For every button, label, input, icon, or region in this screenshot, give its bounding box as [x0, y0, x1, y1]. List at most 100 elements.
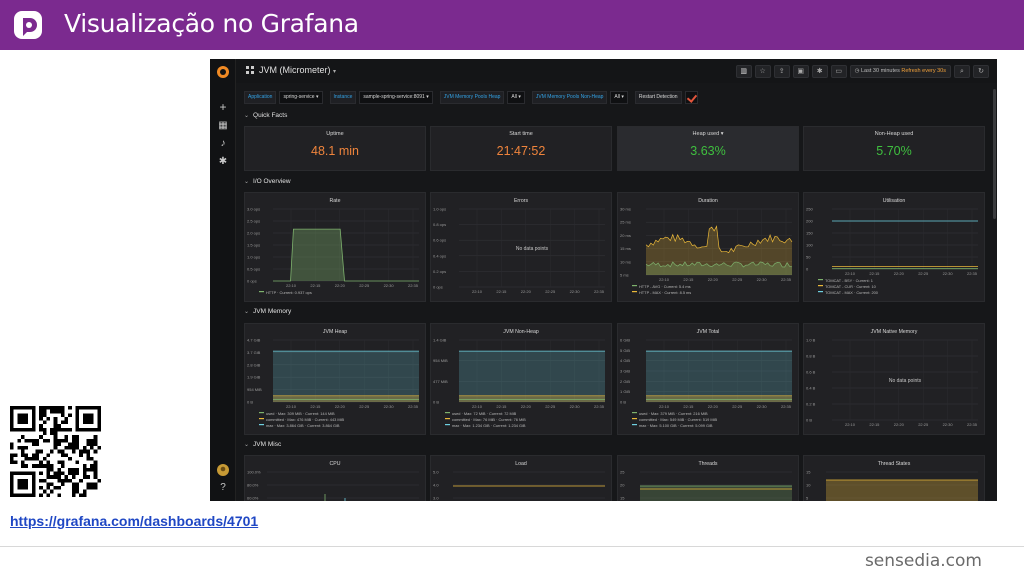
stat-panel-uptime[interactable]: Uptime 48.1 min — [244, 126, 426, 171]
qr-code-image — [10, 406, 101, 497]
qr-module — [53, 409, 58, 414]
slide-title: Visualização no Grafana — [64, 9, 359, 38]
graph-panel-jvm-heap[interactable]: JVM Heap 4.7 GiB 3.7 GiB 2.8 GiB 1.9 GiB 954 … — [244, 323, 426, 435]
var-label-instance: Instance — [329, 90, 357, 104]
legend-entry: TOMCAT - BSY · Current: 1 — [825, 278, 873, 283]
qr-module — [57, 449, 61, 454]
qr-module — [71, 475, 76, 479]
help-icon[interactable]: ? — [220, 482, 226, 493]
bell-icon[interactable]: ♪ — [220, 138, 226, 149]
legend-entry: HTTP - MAX · Current: 8.5 ms — [639, 290, 691, 295]
legend-swatch — [445, 412, 450, 414]
panel-title: JVM Total — [697, 329, 720, 335]
qr-module — [75, 442, 80, 447]
stat-panel-non-heap-used[interactable]: Non-Heap used 5.70% — [803, 126, 985, 171]
row-jvm-misc[interactable]: ⌄ JVM Misc — [244, 441, 281, 448]
y-tick-label: 0.8 B — [806, 354, 816, 359]
y-tick-label: 0.4 ops — [433, 253, 446, 258]
y-tick-label: 30 ms — [620, 207, 631, 212]
dashboard-scrollbar[interactable] — [993, 89, 996, 219]
var-select-nonheap-pools[interactable]: All ▾ — [610, 90, 628, 104]
y-tick-label: 1.5 ops — [247, 243, 260, 248]
qr-module — [46, 493, 51, 497]
x-tick-label: 22:10 — [286, 404, 297, 409]
y-tick-label: 100 — [806, 243, 813, 248]
qr-module — [35, 449, 40, 454]
qr-module — [60, 453, 65, 457]
zoom-out-button[interactable]: ⌕ — [954, 64, 970, 78]
dashboard-link[interactable]: https://grafana.com/dashboards/4701 — [10, 513, 259, 529]
qr-module — [60, 438, 65, 443]
qr-module — [53, 431, 58, 436]
x-tick-label: 22:20 — [521, 404, 532, 409]
stat-panel-heap-used[interactable]: Heap used ▾ 3.63% — [617, 126, 799, 171]
dashboards-icon[interactable]: ▦ — [218, 120, 228, 131]
tv-mode-button[interactable]: ▭ — [830, 64, 847, 78]
y-tick-label: 25 ms — [620, 220, 631, 225]
qr-finder-core — [17, 413, 29, 425]
qr-module — [42, 427, 47, 432]
qr-module — [57, 467, 61, 472]
graph-panel-jvm-total[interactable]: JVM Total 6 GiB 5 GiB 4 GiB 3 GiB 2 GiB 1 GiB 0… — [617, 323, 799, 435]
save-button[interactable]: ▣ — [792, 64, 809, 78]
qr-module — [31, 456, 36, 461]
dashboard-picker[interactable]: JVM (Micrometer) ▾ — [246, 65, 336, 75]
time-picker[interactable]: ◷ Last 30 minutes Refresh every 30s — [849, 64, 951, 78]
plus-icon[interactable]: + — [219, 100, 227, 114]
grid-icon — [246, 66, 254, 74]
qr-module — [64, 435, 69, 439]
y-tick-label: 477 MiB — [433, 379, 448, 384]
graph-panel-jvm-native[interactable]: JVM Native Memory 1.0 B 0.8 B 0.6 B 0.4 B 0.2… — [803, 323, 985, 435]
qr-module — [39, 460, 43, 465]
y-tick-label: 15 — [620, 496, 625, 501]
x-tick-label: 22:20 — [894, 422, 905, 427]
user-avatar[interactable] — [217, 464, 229, 476]
restart-detection-checkbox[interactable] — [684, 90, 698, 104]
refresh-button[interactable]: ↻ — [973, 64, 989, 78]
graph-panel-duration[interactable]: Duration 30 ms 25 ms 20 ms 15 ms 10 ms 5 ms 22:… — [617, 192, 799, 302]
graph-panel-threads[interactable]: Threads 25 20 15 — [617, 455, 799, 501]
legend-entry: used · Max: 379 MiB · Current: 216 MiB — [639, 411, 708, 416]
x-tick-label: 22:25 — [732, 277, 743, 282]
legend-swatch — [259, 424, 264, 426]
var-select-heap-pools[interactable]: All ▾ — [507, 90, 525, 104]
qr-module — [53, 471, 58, 476]
qr-module — [64, 416, 69, 421]
graph-panel-cpu[interactable]: CPU 100.0% 80.0% 60.0% — [244, 455, 426, 501]
qr-module — [17, 438, 21, 443]
qr-module — [28, 438, 32, 443]
var-select-instance[interactable]: sample-spring-service:8091 ▾ — [359, 90, 433, 104]
qr-module — [20, 446, 25, 450]
add-panel-button[interactable]: ▥ — [735, 64, 752, 78]
grafana-logo-icon[interactable] — [216, 65, 230, 79]
x-tick-label: 22:30 — [757, 277, 768, 282]
row-quick-facts[interactable]: ⌄ Quick Facts — [244, 112, 287, 119]
qr-module — [75, 486, 80, 490]
graph-panel-load[interactable]: Load 5.0 4.0 3.0 — [430, 455, 612, 501]
graph-panel-utilisation[interactable]: Utilisation 250 200 150 100 50 0 22:10 22:15 22:2… — [803, 192, 985, 302]
qr-module — [35, 464, 40, 468]
y-tick-label: 0 B — [620, 400, 626, 405]
qr-module — [57, 475, 61, 479]
row-io-overview[interactable]: ⌄ I/O Overview — [244, 178, 291, 185]
qr-module — [71, 471, 76, 476]
var-label-heap-pools: JVM Memory Pools Heap — [439, 90, 505, 104]
qr-module — [35, 456, 40, 461]
stat-panel-start-time[interactable]: Start time 21:47:52 — [430, 126, 612, 171]
y-tick-label: 10 ms — [620, 259, 631, 264]
graph-panel-jvm-nonheap[interactable]: JVM Non-Heap 1.4 GiB 954 MiB 477 MiB 0 B 22:1… — [430, 323, 612, 435]
row-jvm-memory[interactable]: ⌄ JVM Memory — [244, 308, 291, 315]
graph-panel-rate[interactable]: Rate 3.0 ops 2.5 ops 2.0 ops 1.5 ops 1.0 ops 0… — [244, 192, 426, 302]
var-label-nonheap-pools: JVM Memory Pools Non-Heap — [531, 90, 608, 104]
grafana-dashboard-screenshot: + ▦ ♪ ✱ ? JVM (Micrometer) ▾ ▥ ☆ ⇪ ▣ ✱ ▭… — [210, 59, 997, 501]
settings-button[interactable]: ✱ — [811, 64, 828, 78]
qr-module — [57, 471, 61, 476]
star-button[interactable]: ☆ — [754, 64, 771, 78]
graph-panel-thread-states[interactable]: Thread States 15 10 5 — [803, 455, 985, 501]
series-area — [273, 229, 419, 281]
gear-icon[interactable]: ✱ — [218, 156, 228, 167]
var-select-application[interactable]: spring-service ▾ — [279, 90, 323, 104]
graph-panel-errors[interactable]: Errors 1.0 ops 0.8 ops 0.6 ops 0.4 ops 0.2 op… — [430, 192, 612, 302]
share-button[interactable]: ⇪ — [773, 64, 790, 78]
qr-module — [39, 493, 43, 497]
